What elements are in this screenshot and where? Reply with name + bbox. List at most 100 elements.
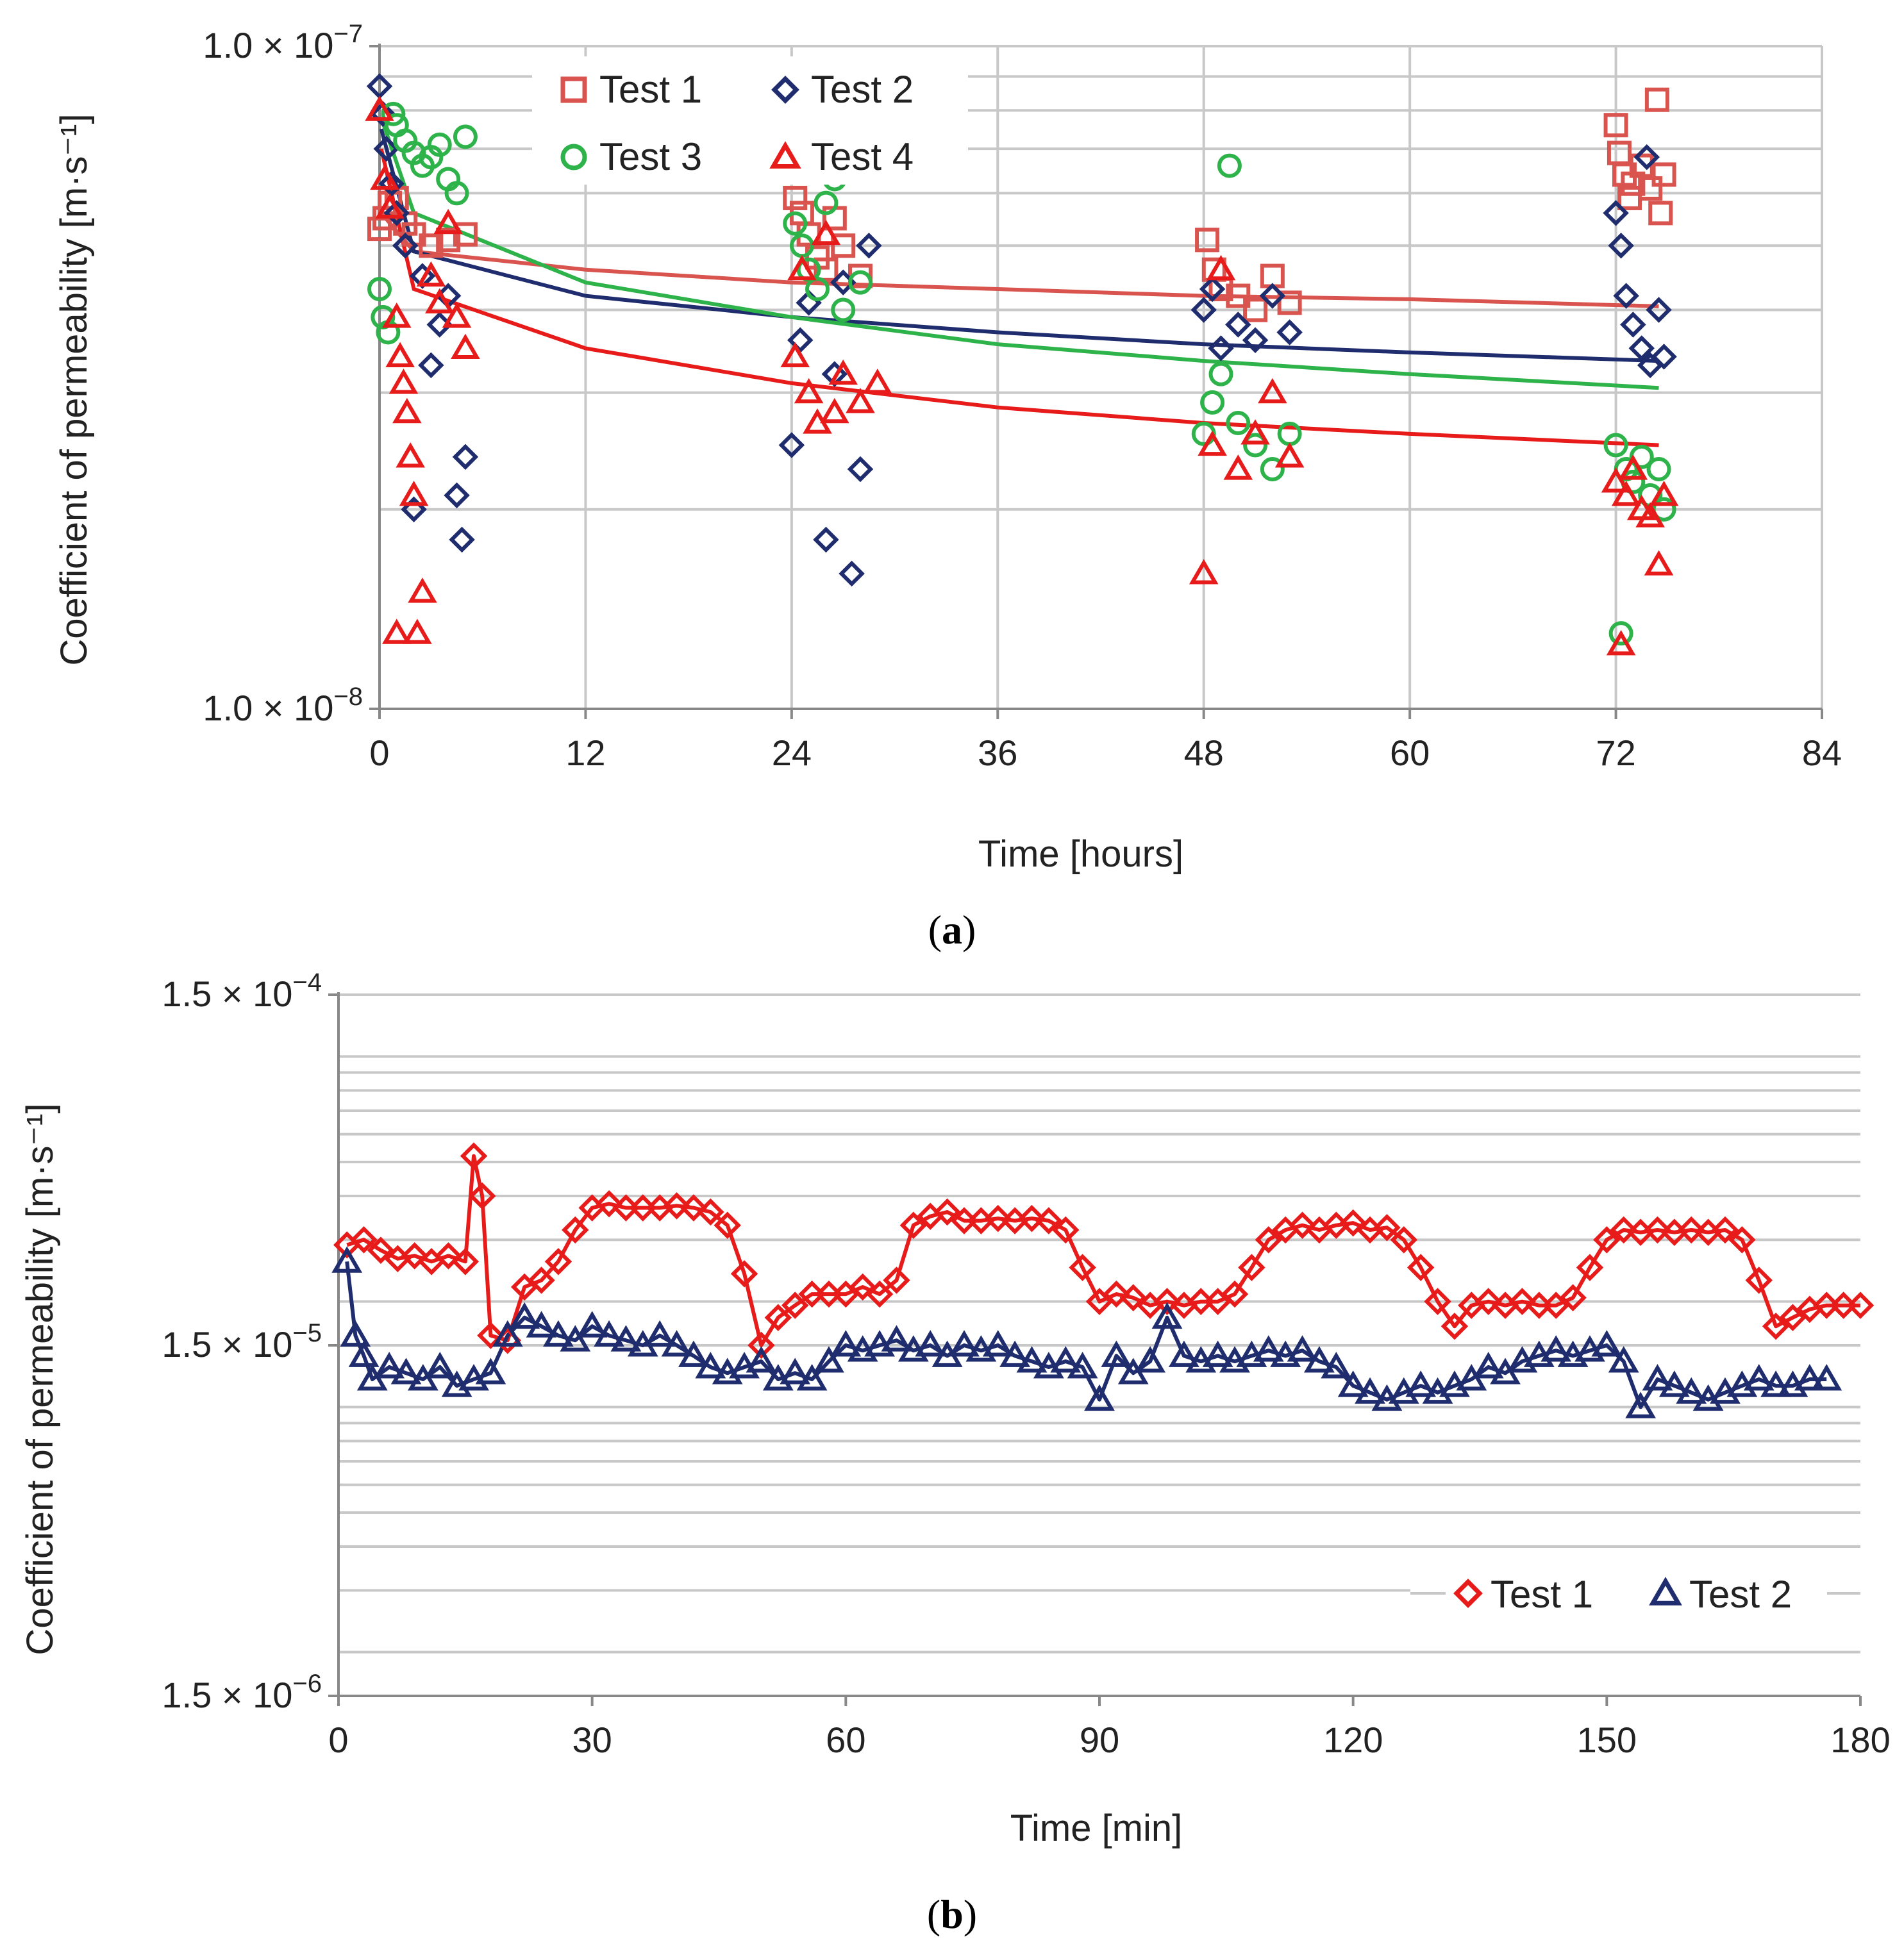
panel-a-x-tick-label: 48 xyxy=(1184,733,1224,773)
panel-b-legend: Test 1 Test 2 xyxy=(1410,1564,1872,1622)
panel-b-caption: (b) xyxy=(927,1891,977,1937)
panel-b-test-2-point xyxy=(594,1320,624,1347)
panel-b-test-1-point xyxy=(528,1266,555,1294)
panel-a-test-2-point xyxy=(1620,311,1646,338)
panel-a-test-2-point xyxy=(856,233,882,259)
panel-b-test-1-point xyxy=(849,1273,876,1301)
panel-b-test-2-point xyxy=(374,1352,405,1379)
panel-a-test-2-point xyxy=(1628,335,1655,361)
panel-b-test-2-point xyxy=(1794,1364,1825,1391)
panel-a-test-4-point xyxy=(1258,378,1287,404)
panel-b-test-1-point xyxy=(1153,1288,1181,1315)
panel-a-test-1-point xyxy=(1648,201,1673,226)
panel-b-test-1-point xyxy=(1052,1216,1080,1244)
panel-b-test-2-point xyxy=(999,1340,1031,1367)
panel-b-test-1-point xyxy=(730,1260,758,1288)
panel-b-test-1-point xyxy=(899,1211,928,1239)
panel-a-y-axis-title: Coefficient of permeability [m·s⁻¹] xyxy=(53,113,95,665)
panel-b-test-1-point xyxy=(1390,1226,1418,1254)
panel-b-test-2-point xyxy=(780,1357,811,1384)
panel-b-legend-markers xyxy=(1410,1577,1860,1608)
panel-b-test-2-point xyxy=(881,1325,912,1352)
panel-b-test-2-point xyxy=(1202,1340,1233,1367)
panel-a-test-2-point xyxy=(1633,144,1660,170)
panel-a-test-4-point xyxy=(780,342,810,368)
panel-b-test-1-point xyxy=(1119,1284,1147,1312)
panel-a-test-2-point xyxy=(1651,344,1677,370)
panel-a-test-2-point xyxy=(1190,297,1217,323)
panel-b-test-2-point xyxy=(661,1330,692,1357)
panel-a-test-1-point xyxy=(1277,290,1302,315)
panel-a-legend-marker-test-3 xyxy=(560,144,587,170)
panel-a-test-2-point xyxy=(383,200,410,226)
panel-b-test-2-point xyxy=(1658,1370,1690,1397)
panel-a-test-4-point xyxy=(385,342,415,368)
panel-a-test-2-point xyxy=(1603,200,1629,226)
panel-a-test-2-point xyxy=(1613,283,1639,309)
panel-b-test-1-point xyxy=(933,1198,961,1226)
panel-a-test-4-point xyxy=(1635,502,1665,527)
panel-a-legend: Test 1 Test 2 Test 3 Test 4 xyxy=(532,56,968,185)
panel-a-test-2-point xyxy=(378,170,405,197)
panel-a-test-1-point xyxy=(419,233,444,258)
panel-a-test-3-point xyxy=(1208,361,1233,386)
panel-a-test-2-point xyxy=(392,233,419,259)
panel-a-test-3-point xyxy=(1260,456,1285,481)
panel-a-legend-marker-test-2 xyxy=(771,76,799,104)
panel-b-test-2-point xyxy=(1625,1391,1656,1418)
panel-b-test-2-point xyxy=(1304,1346,1335,1373)
panel-a-test-4-point xyxy=(399,481,429,506)
panel-a-test-2-point xyxy=(778,432,805,458)
panel-b-x-axis-title: Time [min] xyxy=(1010,1807,1183,1849)
panel-a-test-4-point xyxy=(396,442,426,468)
panel-a-test-4-point xyxy=(365,95,394,121)
panel-a-test-2-point xyxy=(444,482,470,509)
panel-a-test-4-point xyxy=(388,369,419,394)
panel-a-test-2-point xyxy=(1225,311,1251,338)
panel-a-test-1-point xyxy=(1607,140,1632,165)
panel-b-test-2-point xyxy=(695,1352,726,1379)
panel-b-test-1-point xyxy=(460,1142,488,1170)
panel-b-legend-marker-test-1 xyxy=(1453,1579,1483,1608)
panel-a-test-2-point xyxy=(1259,283,1286,309)
panel-a-y-tick-label: 1.0 × 10−7 xyxy=(203,20,363,65)
panel-a-test-4-point xyxy=(442,303,472,328)
panel-a-test-4-point xyxy=(381,303,412,328)
panel-a-test-4-point xyxy=(424,288,455,313)
panel-b-legend-test-2: Test 2 xyxy=(1689,1573,1792,1616)
panel-b-test-1-point xyxy=(663,1192,690,1220)
panel-a-test-2-point xyxy=(1208,335,1234,361)
panel-a-test-4-point xyxy=(408,577,437,603)
panel-b-test-1-point xyxy=(1441,1313,1469,1340)
panel-b-test-1-point xyxy=(1576,1254,1604,1281)
panel-b-test-1-point xyxy=(1255,1226,1283,1254)
panel-a-legend-test-4: Test 4 xyxy=(811,135,914,178)
panel-b-test-2-point xyxy=(424,1352,456,1379)
panel-b-test-2-point xyxy=(1608,1346,1639,1373)
panel-a-test-4-point xyxy=(1240,419,1270,445)
panel-b-test-2-point xyxy=(1811,1364,1842,1391)
panel-b-x-tick-label: 180 xyxy=(1830,1720,1890,1760)
panel-b-test-1-point xyxy=(350,1226,378,1254)
panel-a-test-2-point xyxy=(449,526,475,553)
panel-b-x-tick-label: 0 xyxy=(328,1720,348,1760)
panel-b-test-1-point xyxy=(714,1211,741,1239)
panel-a-test-4-point xyxy=(862,369,892,394)
panel-b-test-1-point xyxy=(1103,1280,1130,1308)
panel-a-test-4-point xyxy=(416,261,446,287)
panel-b-test-2-point xyxy=(1135,1346,1166,1373)
panel-a-test-3-point xyxy=(783,211,808,236)
panel-b-test-1-point xyxy=(781,1291,809,1319)
panel-b-y-tick-label: 1.5 × 10−5 xyxy=(162,1319,322,1365)
panel-a-test-1-point xyxy=(1638,176,1663,201)
panel-a-test-1-point xyxy=(783,185,808,210)
panel-b-test-2-point xyxy=(1016,1346,1048,1373)
panel-b-test-1-point xyxy=(1373,1214,1401,1241)
panel-a-test-2-point xyxy=(1199,276,1226,303)
panel-b-test-1-point xyxy=(764,1304,792,1331)
panel-b-test-1-point xyxy=(1677,1216,1705,1244)
panel-b-x-tick-label: 90 xyxy=(1080,1720,1119,1760)
panel-b-test-2-point xyxy=(348,1340,380,1367)
panel-b-test-2-point xyxy=(475,1357,506,1384)
